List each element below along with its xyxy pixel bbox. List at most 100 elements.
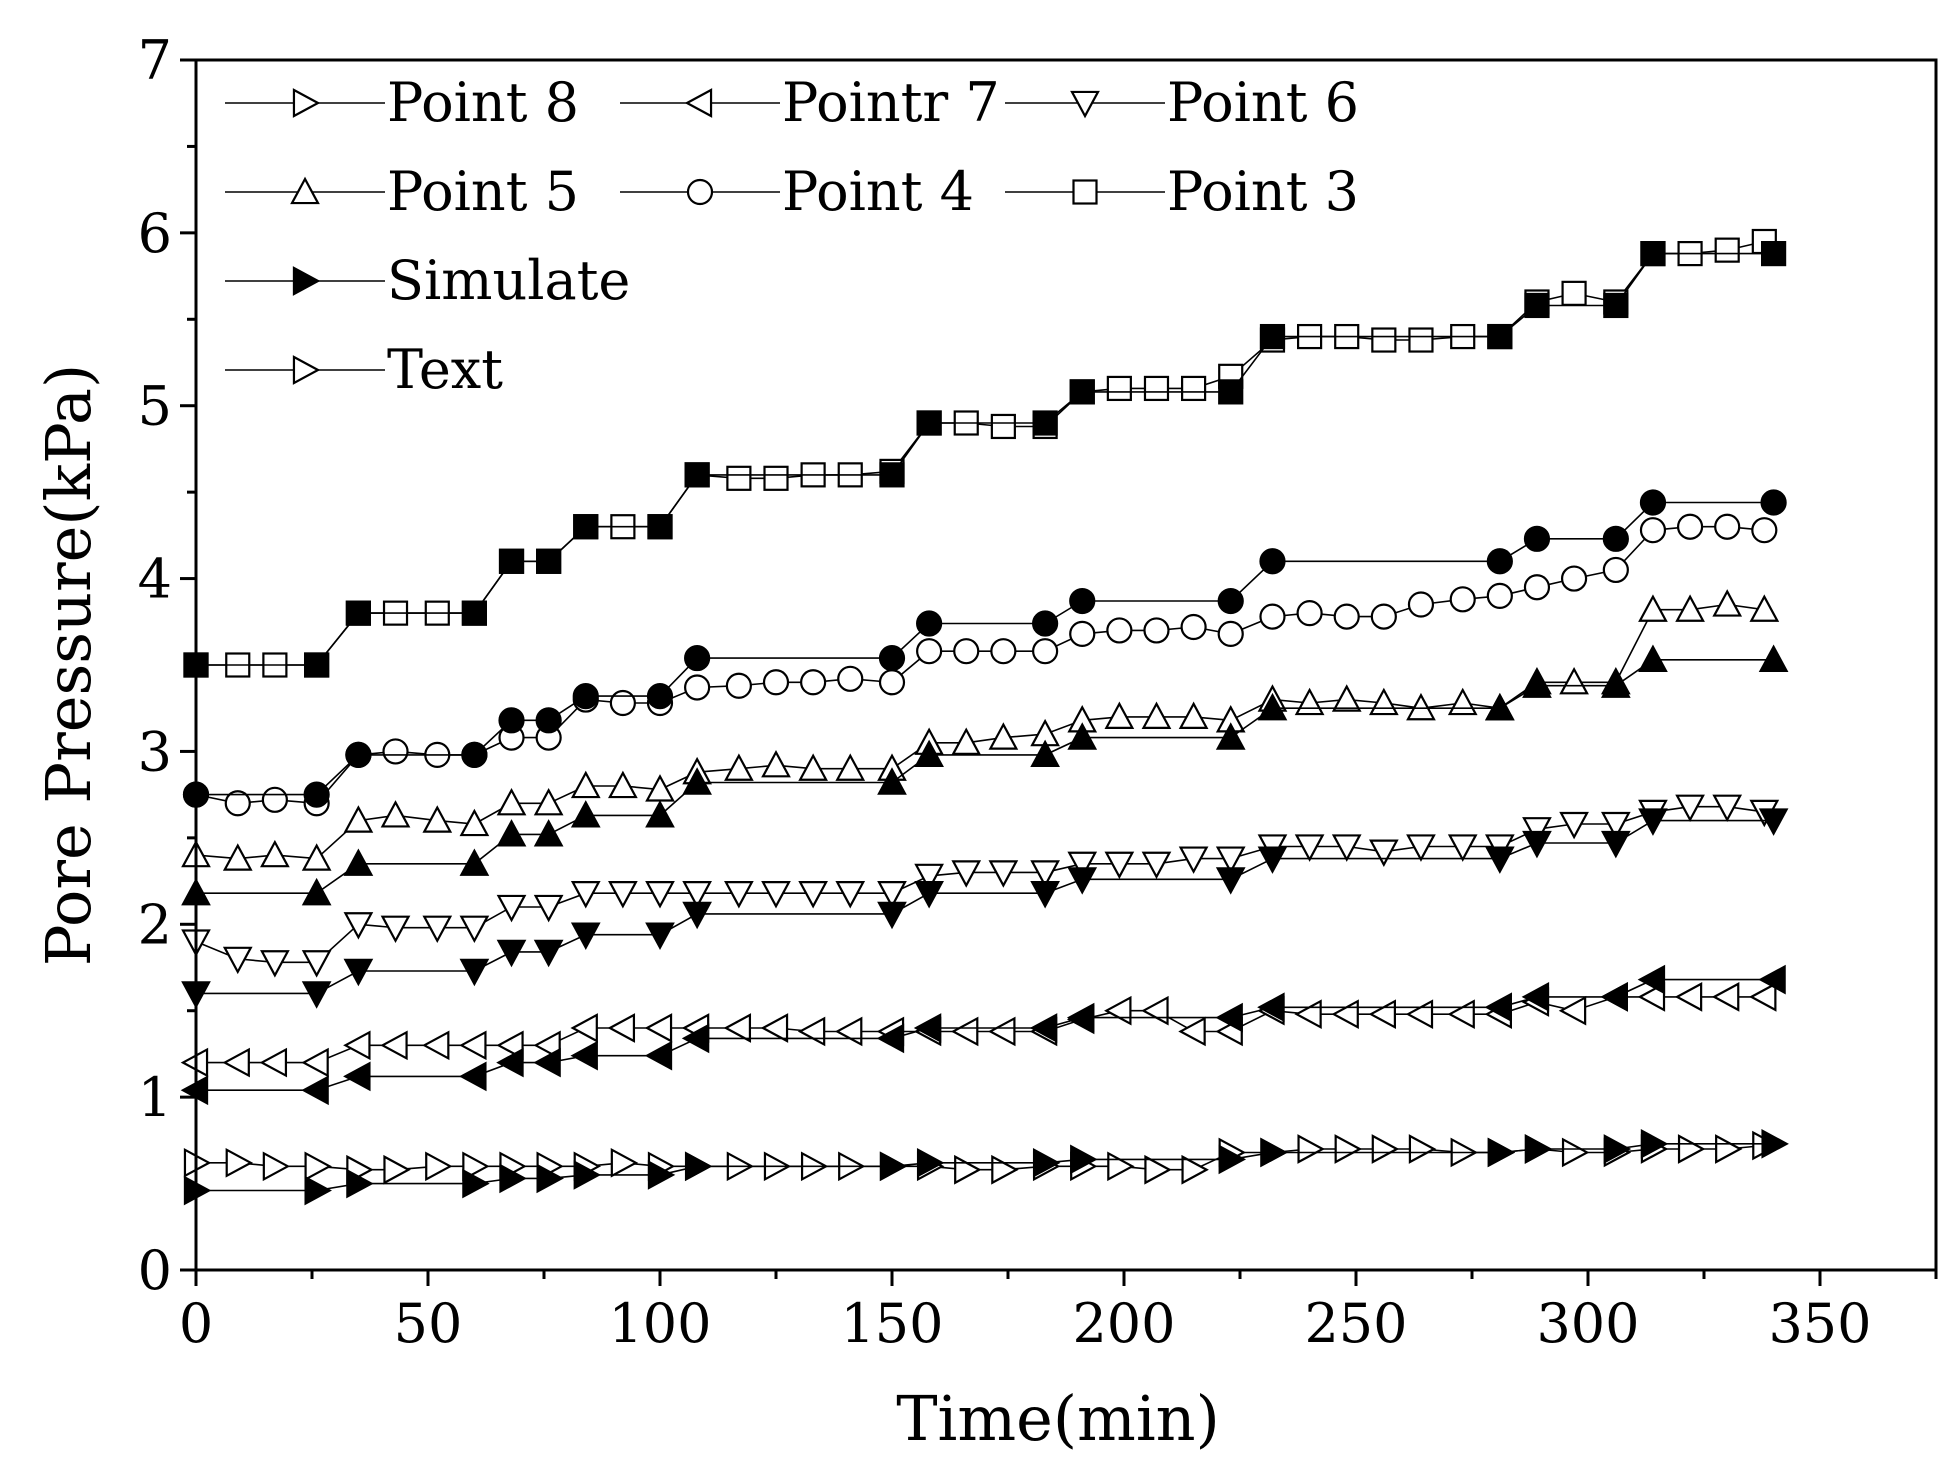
data-point xyxy=(1638,594,1668,622)
x-tick-label: 0 xyxy=(179,1292,213,1355)
data-point xyxy=(301,981,332,1009)
data-point xyxy=(1370,603,1397,630)
data-point xyxy=(724,881,754,909)
data-point xyxy=(1067,722,1098,750)
data-point xyxy=(459,808,490,837)
data-point xyxy=(343,1030,371,1061)
y-axis-label: Pore Pressure(kPa) xyxy=(32,364,105,966)
data-point xyxy=(988,722,1019,750)
data-point xyxy=(876,1023,905,1054)
data-point xyxy=(684,644,711,672)
data-point xyxy=(533,939,564,968)
data-point xyxy=(421,1030,450,1061)
data-point xyxy=(1259,323,1286,350)
data-point xyxy=(533,787,564,816)
data-point xyxy=(684,462,710,488)
data-point xyxy=(301,1075,329,1106)
data-point xyxy=(1639,517,1667,544)
data-point xyxy=(343,1061,371,1092)
data-point xyxy=(1484,846,1515,874)
data-point xyxy=(1487,323,1513,350)
data-point xyxy=(800,669,827,696)
data-point xyxy=(1215,722,1246,750)
data-point xyxy=(798,881,828,909)
y-tick-label: 6 xyxy=(138,202,172,265)
data-point xyxy=(225,1147,254,1178)
data-point xyxy=(916,1147,945,1178)
data-point xyxy=(610,1147,639,1178)
legend-item: Point 8 xyxy=(225,71,579,134)
data-point xyxy=(261,786,288,813)
data-point xyxy=(608,770,638,799)
data-point xyxy=(1559,666,1589,695)
data-point xyxy=(533,1047,561,1078)
tick-layer: 0 50 100 150 200 250 300 350 0 1 2 3 4 5 6 7 xyxy=(138,29,1938,1355)
data-point xyxy=(1761,1128,1789,1159)
data-point xyxy=(1522,670,1552,698)
data-point xyxy=(1067,851,1098,880)
data-point xyxy=(459,848,490,876)
data-point xyxy=(383,1154,411,1185)
data-point xyxy=(345,741,372,768)
series-4 xyxy=(181,589,1780,871)
data-point xyxy=(1069,620,1096,647)
data-point xyxy=(682,901,712,930)
legend-item: Point 4 xyxy=(620,160,974,223)
data-point xyxy=(301,950,332,978)
data-point xyxy=(346,1168,374,1199)
data-point xyxy=(1524,1134,1553,1164)
data-point xyxy=(1406,692,1436,721)
y-tick-label: 0 xyxy=(138,1239,172,1302)
data-point xyxy=(1600,670,1631,698)
data-point xyxy=(950,1016,979,1047)
data-point xyxy=(644,1013,673,1043)
data-point xyxy=(1760,489,1787,516)
data-point xyxy=(222,1047,250,1078)
data-point xyxy=(1106,617,1133,644)
data-point xyxy=(1215,1002,1243,1033)
data-point xyxy=(1524,292,1550,319)
data-point xyxy=(1675,594,1705,622)
data-point xyxy=(1640,1128,1669,1159)
x-tick-label: 350 xyxy=(1768,1292,1871,1355)
x-tick-label: 100 xyxy=(608,1292,711,1355)
data-point xyxy=(535,707,562,734)
legend-item: Point 5 xyxy=(225,160,579,223)
data-point xyxy=(1259,548,1286,575)
data-point xyxy=(682,881,712,909)
data-point xyxy=(533,819,564,847)
data-point xyxy=(644,1040,673,1071)
data-point xyxy=(988,1016,1016,1047)
data-point xyxy=(684,674,711,701)
data-point xyxy=(1032,638,1059,665)
data-point xyxy=(1371,1134,1400,1164)
data-point xyxy=(496,787,527,816)
data-point xyxy=(1640,241,1666,267)
data-point xyxy=(1560,565,1588,592)
data-point xyxy=(724,753,754,781)
data-point xyxy=(572,683,599,710)
data-point xyxy=(1259,603,1286,630)
data-point xyxy=(988,860,1019,888)
data-point xyxy=(953,638,980,665)
data-point xyxy=(1218,379,1244,405)
data-point xyxy=(1030,739,1060,768)
data-point xyxy=(1371,327,1397,353)
data-point xyxy=(835,881,866,909)
data-point xyxy=(260,839,290,868)
series-11 xyxy=(183,1128,1789,1206)
data-point xyxy=(1141,701,1172,730)
data-point xyxy=(301,843,332,871)
data-point xyxy=(1215,846,1246,874)
data-point xyxy=(1711,982,1740,1012)
data-point xyxy=(570,1040,598,1071)
data-point xyxy=(878,669,906,696)
data-point xyxy=(1522,817,1552,845)
data-point xyxy=(1331,684,1362,712)
data-point xyxy=(1447,834,1478,862)
data-point xyxy=(1069,587,1096,615)
data-point xyxy=(916,610,943,637)
data-point xyxy=(1296,600,1323,627)
series-6 xyxy=(181,794,1780,978)
data-point xyxy=(1486,548,1513,575)
